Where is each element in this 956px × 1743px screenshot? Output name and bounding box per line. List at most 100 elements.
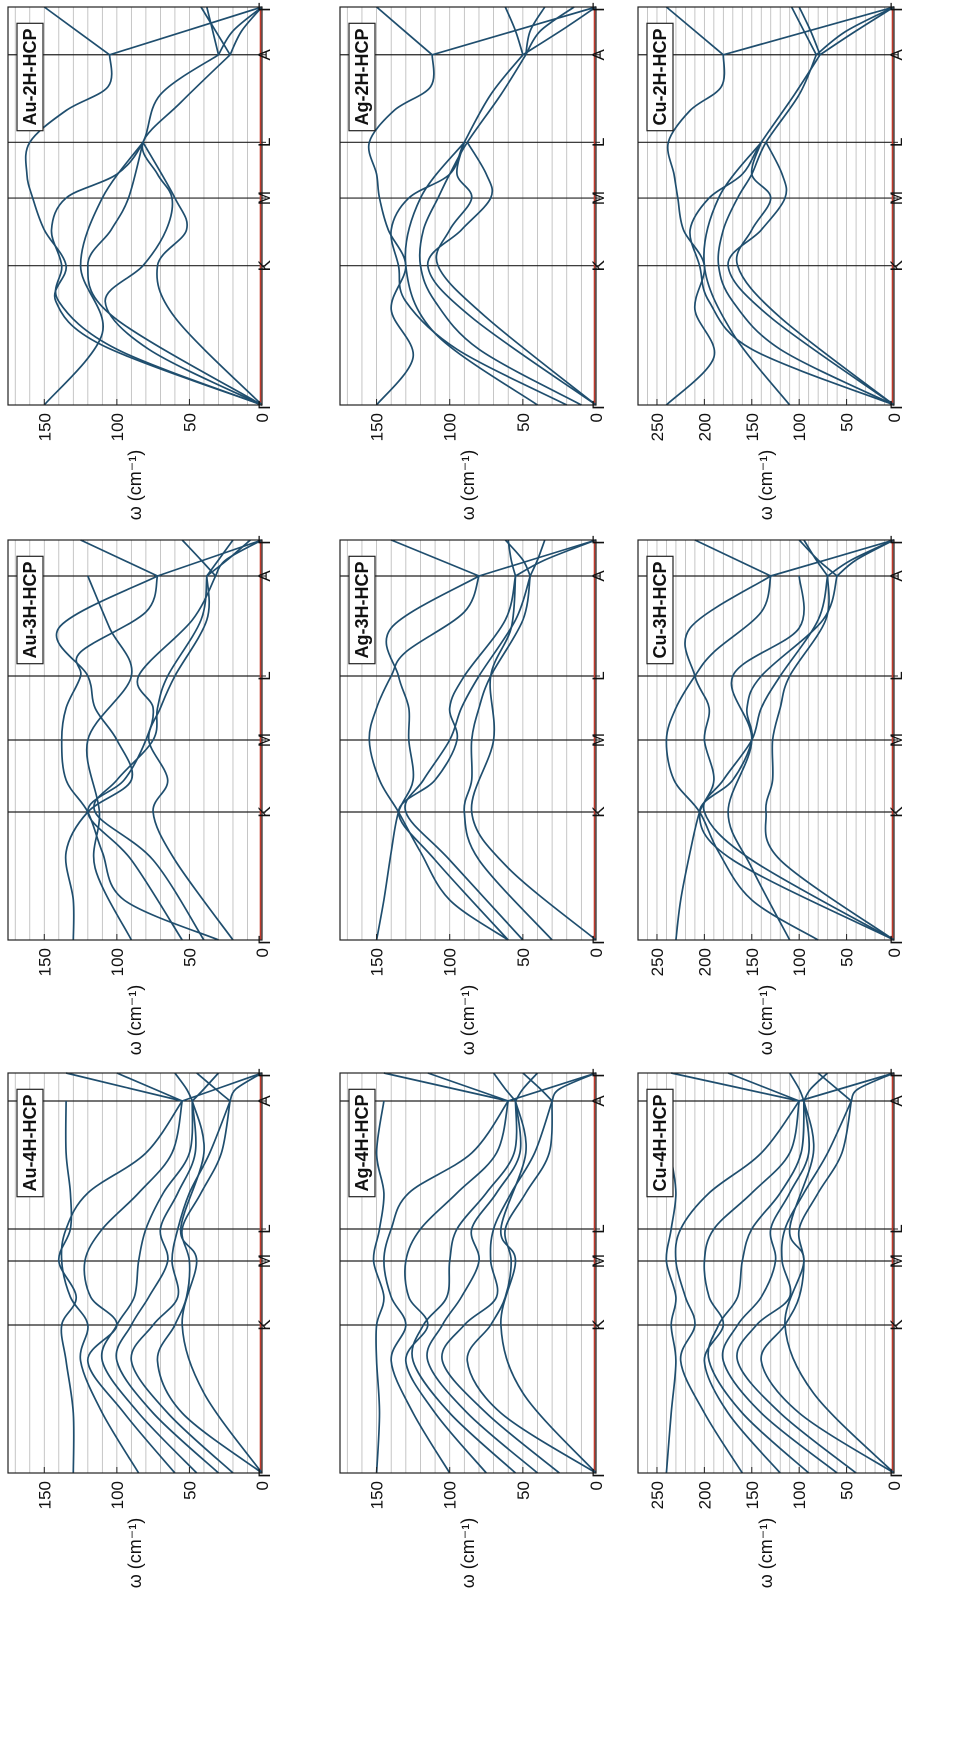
cu-4h-branch-11 bbox=[707, 1100, 810, 1474]
ag-4h-label: Ag-4H-HCP bbox=[352, 1095, 372, 1192]
ag-3h-branch-3 bbox=[515, 539, 597, 577]
ag-3h-branch-2 bbox=[390, 539, 480, 577]
cu-4h-branch-8 bbox=[665, 1100, 677, 1474]
ag-3h-branch-11 bbox=[463, 575, 553, 941]
au-3h-branch-9 bbox=[86, 575, 217, 941]
cu-3h-branch-12 bbox=[727, 575, 805, 941]
ag-4h-y-tick-label: 50 bbox=[514, 1481, 533, 1500]
au-3h-x-tick-label: Γ bbox=[255, 935, 274, 944]
ag-3h-branch-7 bbox=[375, 575, 480, 941]
ag-3h-branch-8 bbox=[368, 575, 509, 941]
ag-3h-x-tick-label: Γ bbox=[589, 935, 608, 944]
cu-3h-branch-8 bbox=[665, 575, 819, 941]
ag-3h-branch-6 bbox=[504, 539, 531, 577]
ag-2h-branch-3 bbox=[522, 6, 597, 56]
cu-2h-branch-11 bbox=[735, 142, 895, 406]
cu-2h-branch-10 bbox=[727, 141, 895, 406]
ag-2h-y-axis-label: ω (cm⁻¹) bbox=[458, 450, 478, 521]
cu-3h-label-box: Cu-3H-HCP bbox=[646, 555, 674, 665]
ag-4h-y-tick-label: 0 bbox=[587, 1481, 606, 1490]
cu-4h-branch-3 bbox=[671, 1072, 800, 1102]
au-2h-branch-8 bbox=[50, 54, 263, 406]
au-4h-frame bbox=[7, 1072, 263, 1474]
cu-4h-branch-13 bbox=[736, 1100, 857, 1474]
cu-3h-y-tick-label: 250 bbox=[648, 948, 667, 976]
ag-3h-x-tick-label: Γ bbox=[589, 535, 608, 544]
cu-4h-label-box: Cu-4H-HCP bbox=[646, 1088, 674, 1198]
cu-4h-label: Cu-4H-HCP bbox=[650, 1095, 670, 1192]
ag-2h-branch-5 bbox=[524, 6, 546, 55]
ag-2h-branch-7 bbox=[367, 54, 435, 406]
au-2h-label-box: Au-2H-HCP bbox=[16, 22, 44, 132]
ag-2h-label-frame bbox=[348, 22, 376, 132]
ag-3h-label-frame bbox=[348, 555, 376, 665]
ag-3h-y-tick-label: 100 bbox=[441, 948, 460, 976]
cu-3h-branch-5 bbox=[827, 539, 895, 577]
au-4h-branch-5 bbox=[196, 1072, 231, 1102]
ag-2h-y-tick-label: 50 bbox=[514, 413, 533, 432]
ag-4h-branch-4 bbox=[551, 1072, 597, 1102]
au-4h-branch-8 bbox=[57, 1100, 78, 1474]
ag-4h-label-box: Ag-4H-HCP bbox=[348, 1088, 376, 1198]
au-4h-y-axis-label: ω (cm⁻¹) bbox=[125, 1518, 145, 1589]
ag-2h-branch-10 bbox=[426, 141, 597, 406]
ag-4h-plot-area bbox=[340, 1073, 596, 1473]
au-3h-y-tick-label: 0 bbox=[253, 948, 272, 957]
au-3h-label-frame bbox=[16, 555, 44, 665]
cu-3h-x-tick-label: Γ bbox=[887, 935, 906, 944]
cu-3h-x-tick-label: Γ bbox=[887, 535, 906, 544]
au-3h-branch-8 bbox=[60, 575, 219, 941]
ag-4h-y-tick-label: 100 bbox=[441, 1481, 460, 1509]
au-3h-y-axis-label: ω (cm⁻¹) bbox=[125, 985, 145, 1056]
cu-2h-label: Cu-2H-HCP bbox=[650, 29, 670, 126]
au-3h-label: Au-3H-HCP bbox=[20, 562, 40, 659]
au-4h-x-tick-label: Γ bbox=[255, 1468, 274, 1477]
au-4h-branch-11 bbox=[100, 1100, 198, 1474]
ag-4h-label-frame bbox=[348, 1088, 376, 1198]
au-3h-y-tick-label: 100 bbox=[108, 948, 127, 976]
cu-2h-y-tick-label: 0 bbox=[885, 413, 904, 422]
au-2h-branch-12 bbox=[142, 141, 263, 406]
cu-2h-x-tick-label: Γ bbox=[887, 2, 906, 11]
cu-2h-y-tick-label: 100 bbox=[790, 413, 809, 441]
ag-4h-frame bbox=[339, 1072, 597, 1474]
au-3h-branch-11 bbox=[147, 575, 234, 941]
ag-3h-branch-5 bbox=[529, 539, 546, 577]
ag-3h-label-box: Ag-3H-HCP bbox=[348, 555, 376, 665]
ag-2h-branch-1 bbox=[431, 6, 597, 56]
cu-4h-frame bbox=[637, 1072, 895, 1474]
ag-3h-label: Ag-3H-HCP bbox=[352, 562, 372, 659]
cu-2h-branch-8 bbox=[689, 54, 895, 406]
ag-3h-branch-12 bbox=[470, 575, 597, 941]
ag-2h-branch-6 bbox=[525, 6, 575, 56]
ag-3h-y-tick-label: 150 bbox=[368, 948, 387, 976]
au-3h-label-box: Au-3H-HCP bbox=[16, 555, 44, 665]
cu-4h-branch-9 bbox=[674, 1100, 800, 1474]
au-2h-y-axis-label: ω (cm⁻¹) bbox=[125, 450, 145, 521]
ag-3h-y-tick-label: 0 bbox=[587, 948, 606, 957]
cu-3h-branch-6 bbox=[803, 539, 829, 577]
cu-2h-y-tick-label: 250 bbox=[648, 413, 667, 441]
au-2h-x-tick-label: Γ bbox=[255, 400, 274, 409]
cu-4h-x-tick-label: Γ bbox=[887, 1068, 906, 1077]
ag-3h-branch-9 bbox=[397, 575, 517, 941]
cu-2h-branch-3 bbox=[819, 6, 895, 56]
au-2h-plot-area bbox=[8, 7, 262, 405]
ag-2h-branch-11 bbox=[435, 142, 597, 406]
au-3h-branch-6 bbox=[206, 539, 251, 577]
ag-4h-y-tick-label: 150 bbox=[368, 1481, 387, 1509]
ag-3h-branch-10 bbox=[404, 575, 532, 941]
ag-2h-branch-8 bbox=[390, 54, 568, 406]
cu-3h-branch-11 bbox=[764, 575, 895, 941]
cu-4h-y-tick-label: 0 bbox=[885, 1481, 904, 1490]
cu-3h-branch-9 bbox=[698, 575, 895, 941]
au-2h-branch-3 bbox=[217, 6, 263, 56]
au-2h-y-tick-label: 100 bbox=[108, 413, 127, 441]
ag-2h-x-tick-label: Γ bbox=[589, 400, 608, 409]
cu-2h-y-axis-label: ω (cm⁻¹) bbox=[756, 450, 776, 521]
au-2h-branch-7 bbox=[24, 54, 263, 406]
